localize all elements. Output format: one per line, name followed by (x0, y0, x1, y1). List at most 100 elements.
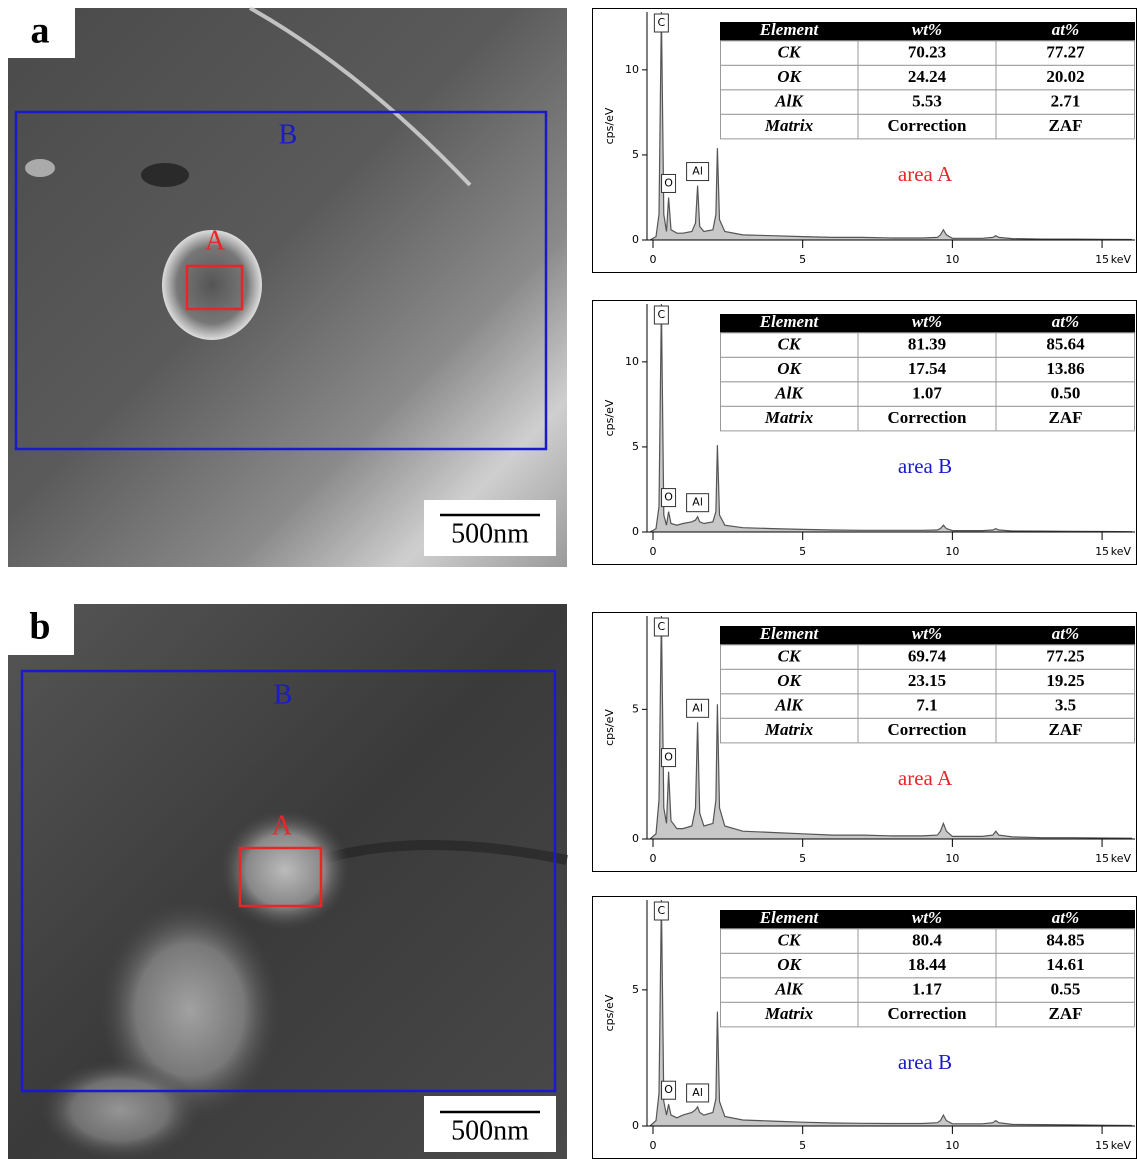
table-row (720, 356, 1135, 383)
peak-label: C (658, 904, 666, 917)
y-tick-label: 0 (632, 1119, 639, 1132)
peak-label: O (664, 751, 673, 764)
x-axis-label: keV (1111, 1139, 1132, 1152)
peak-label: C (658, 620, 666, 633)
table-cell: AlK (774, 980, 804, 999)
spectrum-line (649, 615, 1133, 840)
peak-label: Al (692, 701, 703, 714)
region-label: A (205, 225, 226, 256)
table-header: at% (1052, 312, 1079, 331)
table-cell: Correction (888, 720, 968, 739)
table-header: at% (1052, 624, 1079, 643)
peak-label-box (653, 617, 669, 637)
spectrum-area (649, 12, 1133, 240)
x-tick-label: 15 (1095, 852, 1109, 865)
y-axis-label: cps/eV (603, 107, 616, 144)
y-tick-label: 5 (632, 702, 639, 715)
x-tick-label: 0 (649, 1139, 656, 1152)
peak-label-box (661, 748, 677, 768)
x-tick-label: 10 (945, 852, 959, 865)
table-row (720, 40, 1135, 66)
x-axis-label: keV (1111, 545, 1132, 558)
table-row (720, 89, 1135, 115)
spectrum-panel: 0 5 10 0 5 10 15 keV cps/eV C O Al Element wt% at% CK 81… (592, 300, 1137, 565)
table-header: Element (759, 624, 820, 643)
x-tick-label: 5 (799, 1139, 806, 1152)
x-tick-label: 0 (649, 545, 656, 558)
table-row (720, 952, 1135, 979)
table-cell: 20.02 (1046, 67, 1084, 86)
x-tick-label: 15 (1095, 545, 1109, 558)
table-header-bg (720, 314, 1135, 333)
peak-label-box (653, 13, 669, 33)
table-cell: Correction (888, 1004, 968, 1023)
table-header-bg (720, 626, 1135, 645)
table-row (720, 1001, 1135, 1028)
peak-label-box (686, 1083, 710, 1103)
table-header: wt% (912, 908, 942, 927)
x-axis-label: keV (1111, 253, 1132, 266)
table-cell: 17.54 (908, 359, 947, 378)
table-header-bg (720, 910, 1135, 929)
table-header: wt% (912, 312, 942, 331)
table-cell: 24.24 (908, 67, 947, 86)
peak-label: Al (692, 165, 703, 178)
table-cell: OK (777, 67, 802, 86)
table-header: at% (1052, 908, 1079, 927)
y-tick-label: 5 (632, 983, 639, 996)
spectrum-panel: 0 5 0 5 10 15 keV cps/eV C O Al Element wt% at% CK 69.7… (592, 612, 1137, 872)
table-cell: 81.39 (908, 335, 946, 354)
peak-label-box (686, 493, 710, 513)
table-cell: AlK (774, 384, 804, 403)
table-cell: ZAF (1049, 1004, 1083, 1023)
table-cell: 77.27 (1046, 43, 1085, 62)
table-row (720, 977, 1135, 1003)
table-row (720, 332, 1135, 358)
table-row (720, 668, 1135, 695)
table-row (720, 693, 1135, 719)
table-cell: Matrix (764, 408, 814, 427)
peak-label: C (658, 308, 666, 321)
y-tick-label: 5 (632, 440, 639, 453)
table-cell: ZAF (1049, 408, 1083, 427)
table-cell: 13.86 (1046, 359, 1084, 378)
peak-label-box (686, 698, 710, 718)
spectrum-area (649, 616, 1133, 839)
spectrum-line (649, 899, 1133, 1127)
table-cell: CK (778, 335, 802, 354)
x-tick-label: 5 (799, 545, 806, 558)
peak-label-box (686, 162, 710, 182)
y-tick-label: 10 (625, 355, 639, 368)
table-cell: 84.85 (1046, 931, 1084, 950)
spectrum-panel: 0 5 0 5 10 15 keV cps/eV C O Al Element wt% at% CK 80.4… (592, 896, 1137, 1159)
table-cell: 5.53 (912, 92, 942, 111)
table-cell: 80.4 (912, 931, 942, 950)
table-cell: 0.55 (1051, 980, 1081, 999)
peak-label-box (653, 305, 669, 325)
region-label: A (272, 810, 293, 841)
table-cell: 2.71 (1051, 92, 1081, 111)
x-tick-label: 5 (799, 253, 806, 266)
table-cell: 69.74 (908, 647, 947, 666)
peak-label-box (661, 1080, 677, 1100)
peak-label-box (661, 173, 677, 193)
panel-label: a (31, 10, 50, 52)
table-cell: 1.17 (912, 980, 942, 999)
scale-bar-label: 500nm (451, 1115, 529, 1146)
peak-label: O (664, 176, 673, 189)
y-tick-label: 0 (632, 233, 639, 246)
x-tick-label: 15 (1095, 1139, 1109, 1152)
y-axis-label: cps/eV (603, 709, 616, 746)
x-tick-label: 10 (945, 1139, 959, 1152)
x-tick-label: 5 (799, 852, 806, 865)
x-tick-label: 10 (945, 545, 959, 558)
area-annotation: area B (898, 454, 952, 478)
table-cell: CK (778, 647, 802, 666)
sem-image-b: b B A 500nm (8, 604, 568, 1159)
region-label: B (279, 119, 298, 150)
table-header: Element (759, 908, 820, 927)
area-annotation: area B (898, 1050, 952, 1074)
table-cell: 0.50 (1051, 384, 1081, 403)
table-cell: 18.44 (908, 955, 947, 974)
